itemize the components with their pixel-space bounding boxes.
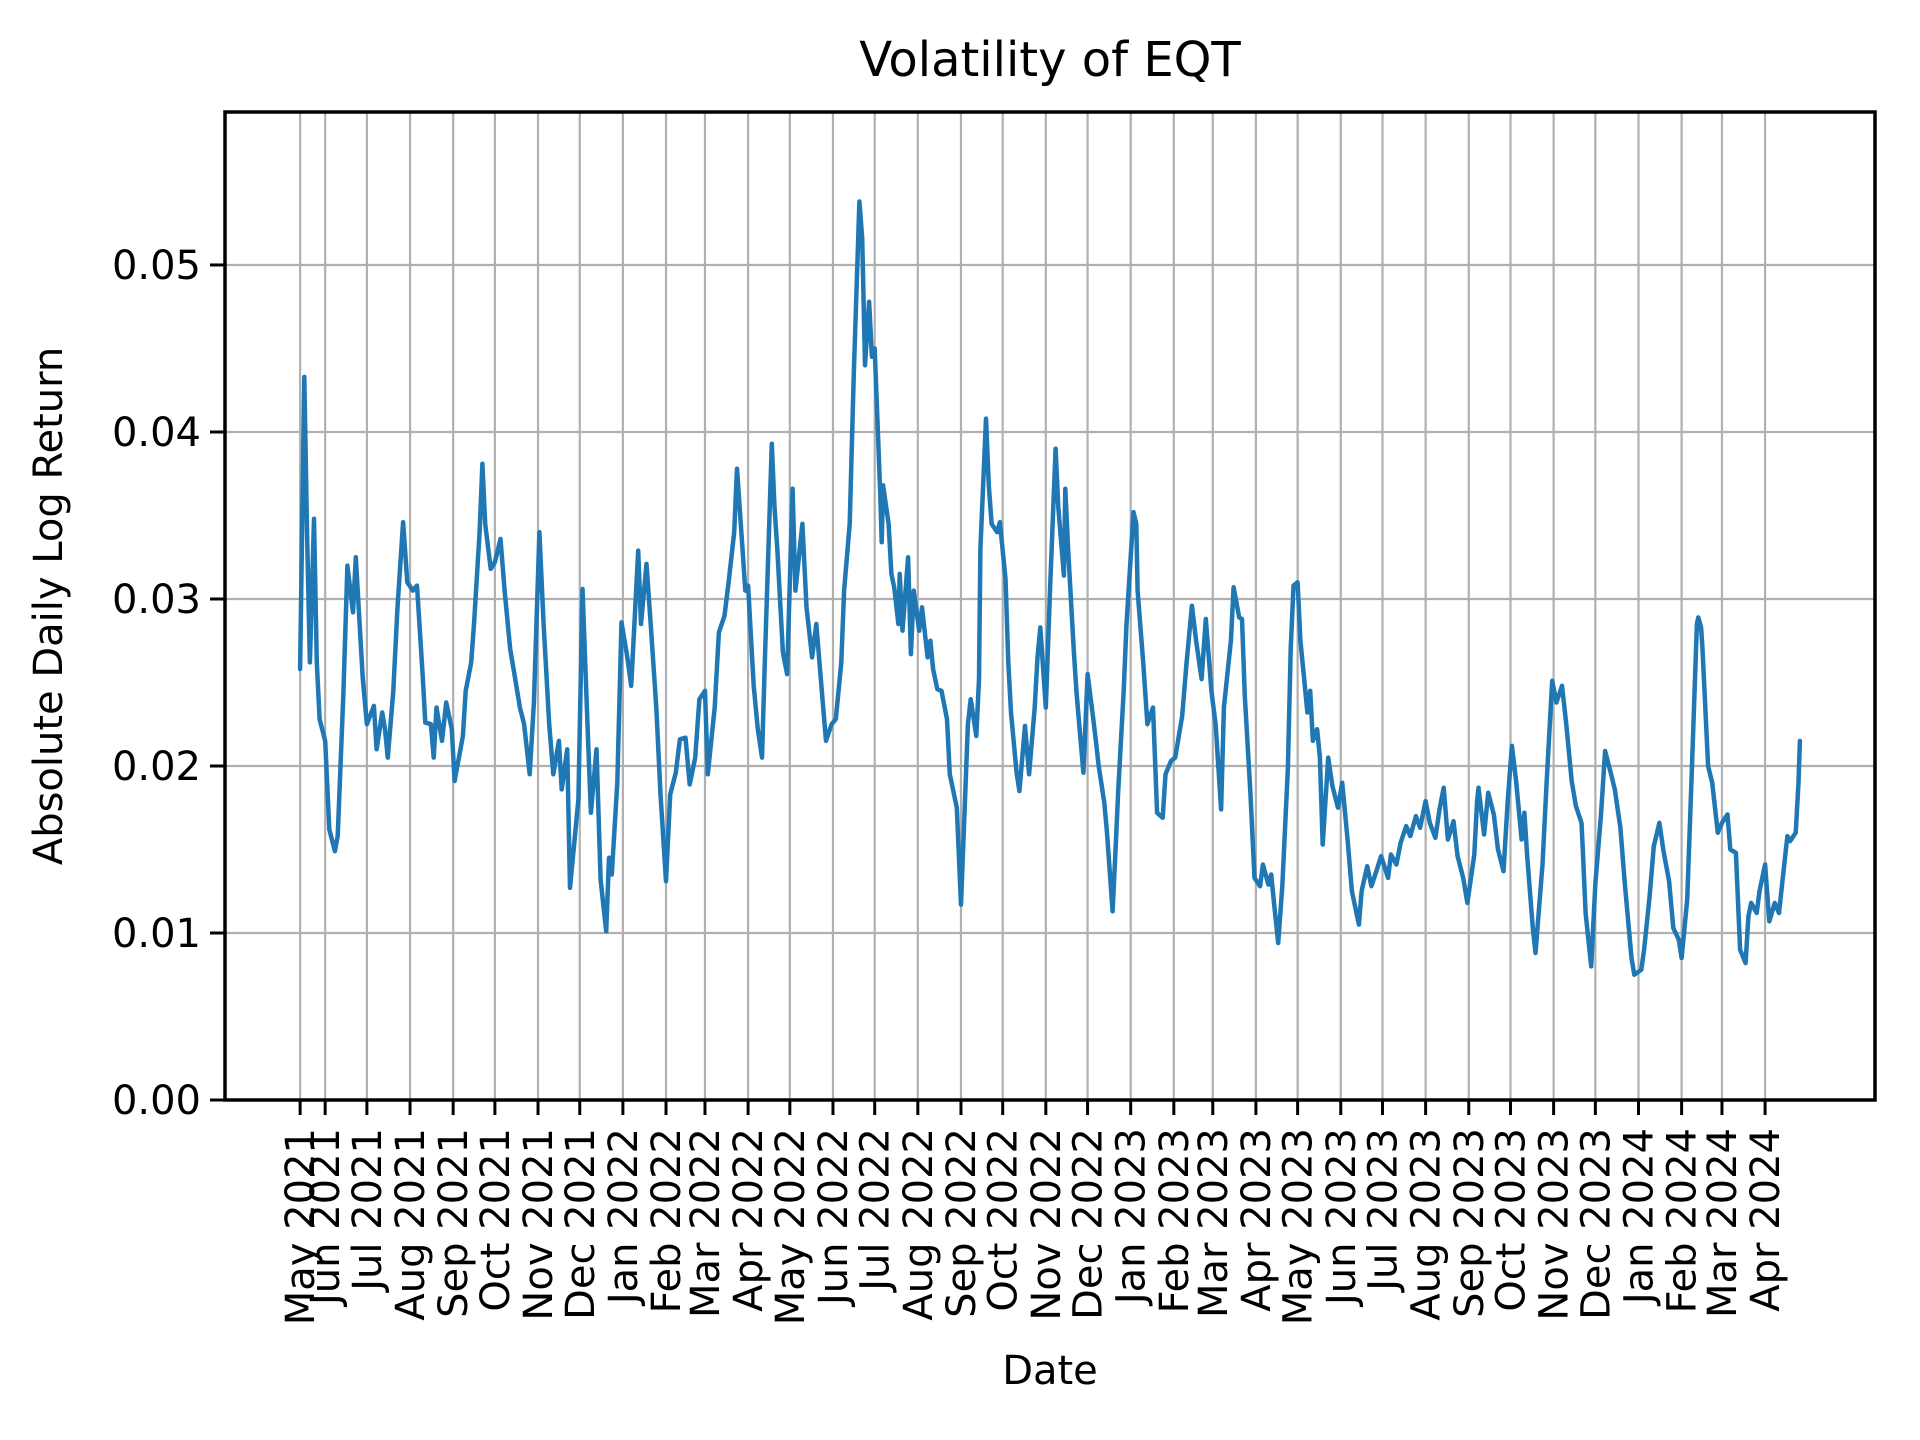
y-axis-label: Absolute Daily Log Return [26,347,72,865]
y-tick-label: 0.05 [112,243,201,289]
x-tick-label: Feb 2022 [644,1128,690,1313]
x-tick-label: Mar 2024 [1700,1128,1746,1318]
x-tick-label: Dec 2022 [1066,1128,1112,1320]
x-tick-label: Jan 2023 [1109,1128,1155,1307]
x-tick-label: Jan 2022 [601,1128,647,1307]
x-tick-label: Jun 2022 [811,1128,857,1308]
volatility-line-series [297,199,1803,977]
chart-title: Volatility of EQT [859,32,1241,88]
plot-area-border [223,110,1877,1102]
x-axis-ticks [298,1100,1767,1115]
y-tick-label: 0.02 [112,744,201,790]
x-tick-label: Nov 2023 [1532,1128,1578,1321]
y-tick-label: 0.04 [112,410,201,456]
x-tick-label: Jan 2024 [1617,1128,1663,1307]
x-tick-label: Sep 2021 [431,1128,477,1318]
x-tick-label: Apr 2024 [1743,1128,1789,1312]
y-tick-label: 0.03 [112,577,201,623]
x-tick-label: Oct 2022 [981,1128,1027,1312]
x-tick-label: Mar 2023 [1191,1128,1237,1318]
x-tick-label: Feb 2024 [1660,1128,1706,1313]
y-axis-ticks [210,263,225,1102]
x-tick-label: May 2022 [768,1128,814,1325]
x-tick-label: Aug 2021 [388,1128,434,1321]
gridlines [225,112,1875,1100]
y-tick-label: 0.01 [112,911,201,957]
x-tick-label: Nov 2022 [1024,1128,1070,1321]
x-tick-label: Jul 2021 [345,1128,391,1294]
x-tick-label: Jun 2023 [1319,1128,1365,1308]
x-tick-label: Jun 2021 [303,1128,349,1308]
x-tick-label: Apr 2022 [726,1128,772,1312]
x-tick-label: Oct 2021 [473,1128,519,1312]
x-tick-label: Aug 2022 [896,1128,942,1321]
x-tick-label: Sep 2022 [939,1128,985,1318]
x-tick-label: Feb 2023 [1152,1128,1198,1313]
x-tick-label: Dec 2021 [558,1128,604,1320]
x-axis-label: Date [1002,1348,1098,1394]
y-tick-label: 0.00 [112,1078,201,1124]
x-tick-label: Oct 2023 [1489,1128,1535,1312]
x-tick-label: Aug 2023 [1404,1128,1450,1321]
x-tick-label: May 2023 [1276,1128,1322,1325]
x-tick-label: Apr 2023 [1234,1128,1280,1312]
x-tick-label: May 2021 [278,1128,324,1325]
x-tick-label: Mar 2022 [683,1128,729,1318]
line-series-group [297,199,1803,977]
x-tick-label: Dec 2023 [1573,1128,1619,1320]
x-tick-label: Sep 2023 [1447,1128,1493,1318]
y-axis-tick-labels: 0.00 0.01 0.02 0.03 0.04 0.05 [112,243,201,1124]
x-tick-label: Jul 2023 [1361,1128,1407,1294]
x-tick-label: Jul 2022 [853,1128,899,1294]
x-tick-label: Nov 2021 [516,1128,562,1321]
